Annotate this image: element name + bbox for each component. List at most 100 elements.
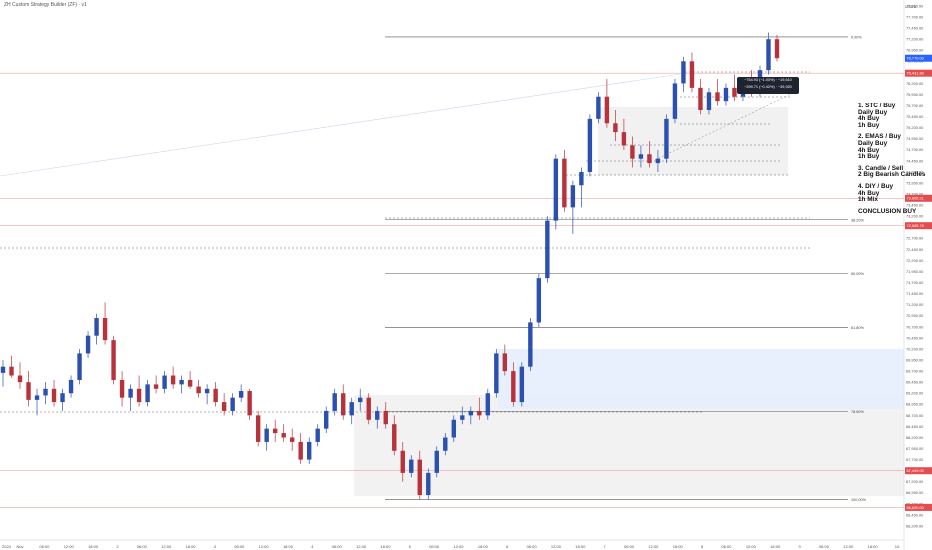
- candle-body: [9, 366, 14, 376]
- candle-body: [672, 83, 678, 119]
- candle-body: [162, 375, 167, 389]
- candle-body: [494, 353, 499, 394]
- candle-body: [51, 388, 57, 403]
- x-tick-label: 4: [311, 544, 314, 549]
- y-tick-label: 67,950.00: [906, 446, 924, 451]
- candle-body: [706, 92, 712, 110]
- fib-level-label: 100.00%: [851, 498, 867, 502]
- candle-body: [128, 388, 133, 398]
- candle-body: [34, 395, 40, 400]
- y-tick-label: 69,200.00: [906, 391, 924, 396]
- candle-body: [732, 87, 737, 97]
- x-tick-label: 12:00: [453, 544, 464, 549]
- y-tick-label: 75,700.00: [906, 103, 924, 108]
- x-tick-label: 18:00: [868, 544, 879, 549]
- candle-body: [519, 366, 525, 403]
- candle-body: [264, 428, 269, 442]
- y-tick-label: 73,450.00: [906, 203, 924, 208]
- candle-body: [77, 353, 82, 380]
- candle-body: [272, 428, 278, 434]
- y-tick-label: 74,700.00: [906, 147, 924, 152]
- candle-body: [417, 459, 422, 496]
- price-badge-label: 66,620.00: [907, 505, 925, 510]
- candle-body: [596, 96, 601, 119]
- note-line: 3. Candle / Sell: [858, 164, 904, 172]
- candle-body: [383, 410, 388, 425]
- note-block-diy: 4. DIY / Buy 4h Buy 1h Mix: [858, 182, 932, 204]
- candle-body: [502, 353, 508, 372]
- y-tick-label: 72,200.00: [906, 258, 924, 263]
- candle-body: [349, 402, 354, 416]
- zones-layer: [354, 107, 904, 496]
- y-tick-label: 68,950.00: [906, 402, 924, 407]
- note-line: 1. STC / Buy: [858, 103, 896, 109]
- note-line: 4h Buy: [858, 146, 880, 154]
- candle-body: [426, 472, 431, 496]
- y-tick-label: 72,700.00: [906, 236, 924, 241]
- candle-body: [145, 384, 150, 403]
- candle-body: [289, 437, 295, 442]
- price-badge: [905, 194, 932, 202]
- y-tick-label: 70,700.00: [906, 324, 924, 329]
- x-tick-label: 06:00: [819, 544, 830, 549]
- candle-body: [230, 397, 235, 411]
- x-tick-label: 18:00: [770, 544, 781, 549]
- x-tick-label: 12:00: [356, 544, 367, 549]
- consolidation-zone-gray: [598, 107, 788, 175]
- y-tick-label: 73,200.00: [906, 214, 924, 219]
- note-line: Daily Buy: [858, 108, 888, 116]
- x-tick-label: 3: [214, 544, 217, 549]
- currency-label[interactable]: USDS: [905, 4, 917, 9]
- candle-body: [26, 382, 31, 400]
- price-badge-label: 73,605.21: [907, 196, 924, 201]
- y-tick-label: 74,950.00: [906, 136, 924, 141]
- x-tick-label: Nov: [16, 544, 23, 549]
- note-line: 1h Mix: [858, 196, 878, 204]
- demand-zone-gray: [354, 395, 904, 496]
- candle-body: [94, 318, 99, 336]
- y-tick-label: 66,700.00: [906, 501, 924, 506]
- x-tick-label: 06:00: [137, 544, 148, 549]
- x-tick-label: 12:00: [259, 544, 270, 549]
- candle-body: [187, 379, 193, 387]
- x-tick-label: 6: [506, 544, 509, 549]
- y-tick-label: 68,700.00: [906, 413, 924, 418]
- price-badge-label: 76,770.00: [907, 56, 925, 61]
- candle-body: [204, 388, 210, 394]
- candle-body: [511, 371, 516, 403]
- candle-body: [315, 428, 320, 442]
- y-tick-label: 77,450.00: [906, 26, 924, 31]
- candle-body: [409, 459, 414, 473]
- price-badge-label: 76,431.80: [907, 71, 925, 76]
- y-tick-label: 77,700.00: [906, 14, 924, 19]
- y-tick-label: 69,450.00: [906, 380, 924, 385]
- x-tick-label: 12:00: [843, 544, 854, 549]
- y-tick-label: 77,950.00: [906, 3, 924, 8]
- candle-body: [460, 415, 465, 420]
- candle-body: [681, 61, 686, 84]
- candle-body: [400, 450, 405, 473]
- candle-body: [553, 158, 559, 221]
- price-badge-label: 67,449.00: [907, 468, 925, 473]
- candle-body: [68, 379, 74, 394]
- note-line: Daily Buy: [858, 139, 888, 147]
- note-line: 4. DIY / Buy: [858, 182, 894, 190]
- candle-body: [170, 375, 176, 385]
- x-tick-label: 18:00: [186, 544, 197, 549]
- candle-body: [638, 154, 644, 159]
- x-tick-label: 06:00: [624, 544, 635, 549]
- fib-level-label: 78.60%: [851, 410, 865, 414]
- candle-body: [17, 375, 23, 383]
- y-tick-label: 69,950.00: [906, 357, 924, 362]
- x-tick-label: 10: [895, 544, 900, 549]
- price-badge: [905, 467, 932, 475]
- note-line: 4h Buy: [858, 115, 880, 123]
- y-tick-label: 71,950.00: [906, 269, 924, 274]
- support-trend-line: [654, 91, 796, 161]
- candle-body: [306, 441, 312, 460]
- candle-body: [153, 384, 159, 389]
- measure-line-2: −299.71 (−0.42%) · −39,920: [744, 85, 792, 89]
- price-badge: [905, 222, 932, 230]
- note-block-stc: 1. STC / Buy Daily Buy 4h Buy 1h Buy: [858, 103, 932, 129]
